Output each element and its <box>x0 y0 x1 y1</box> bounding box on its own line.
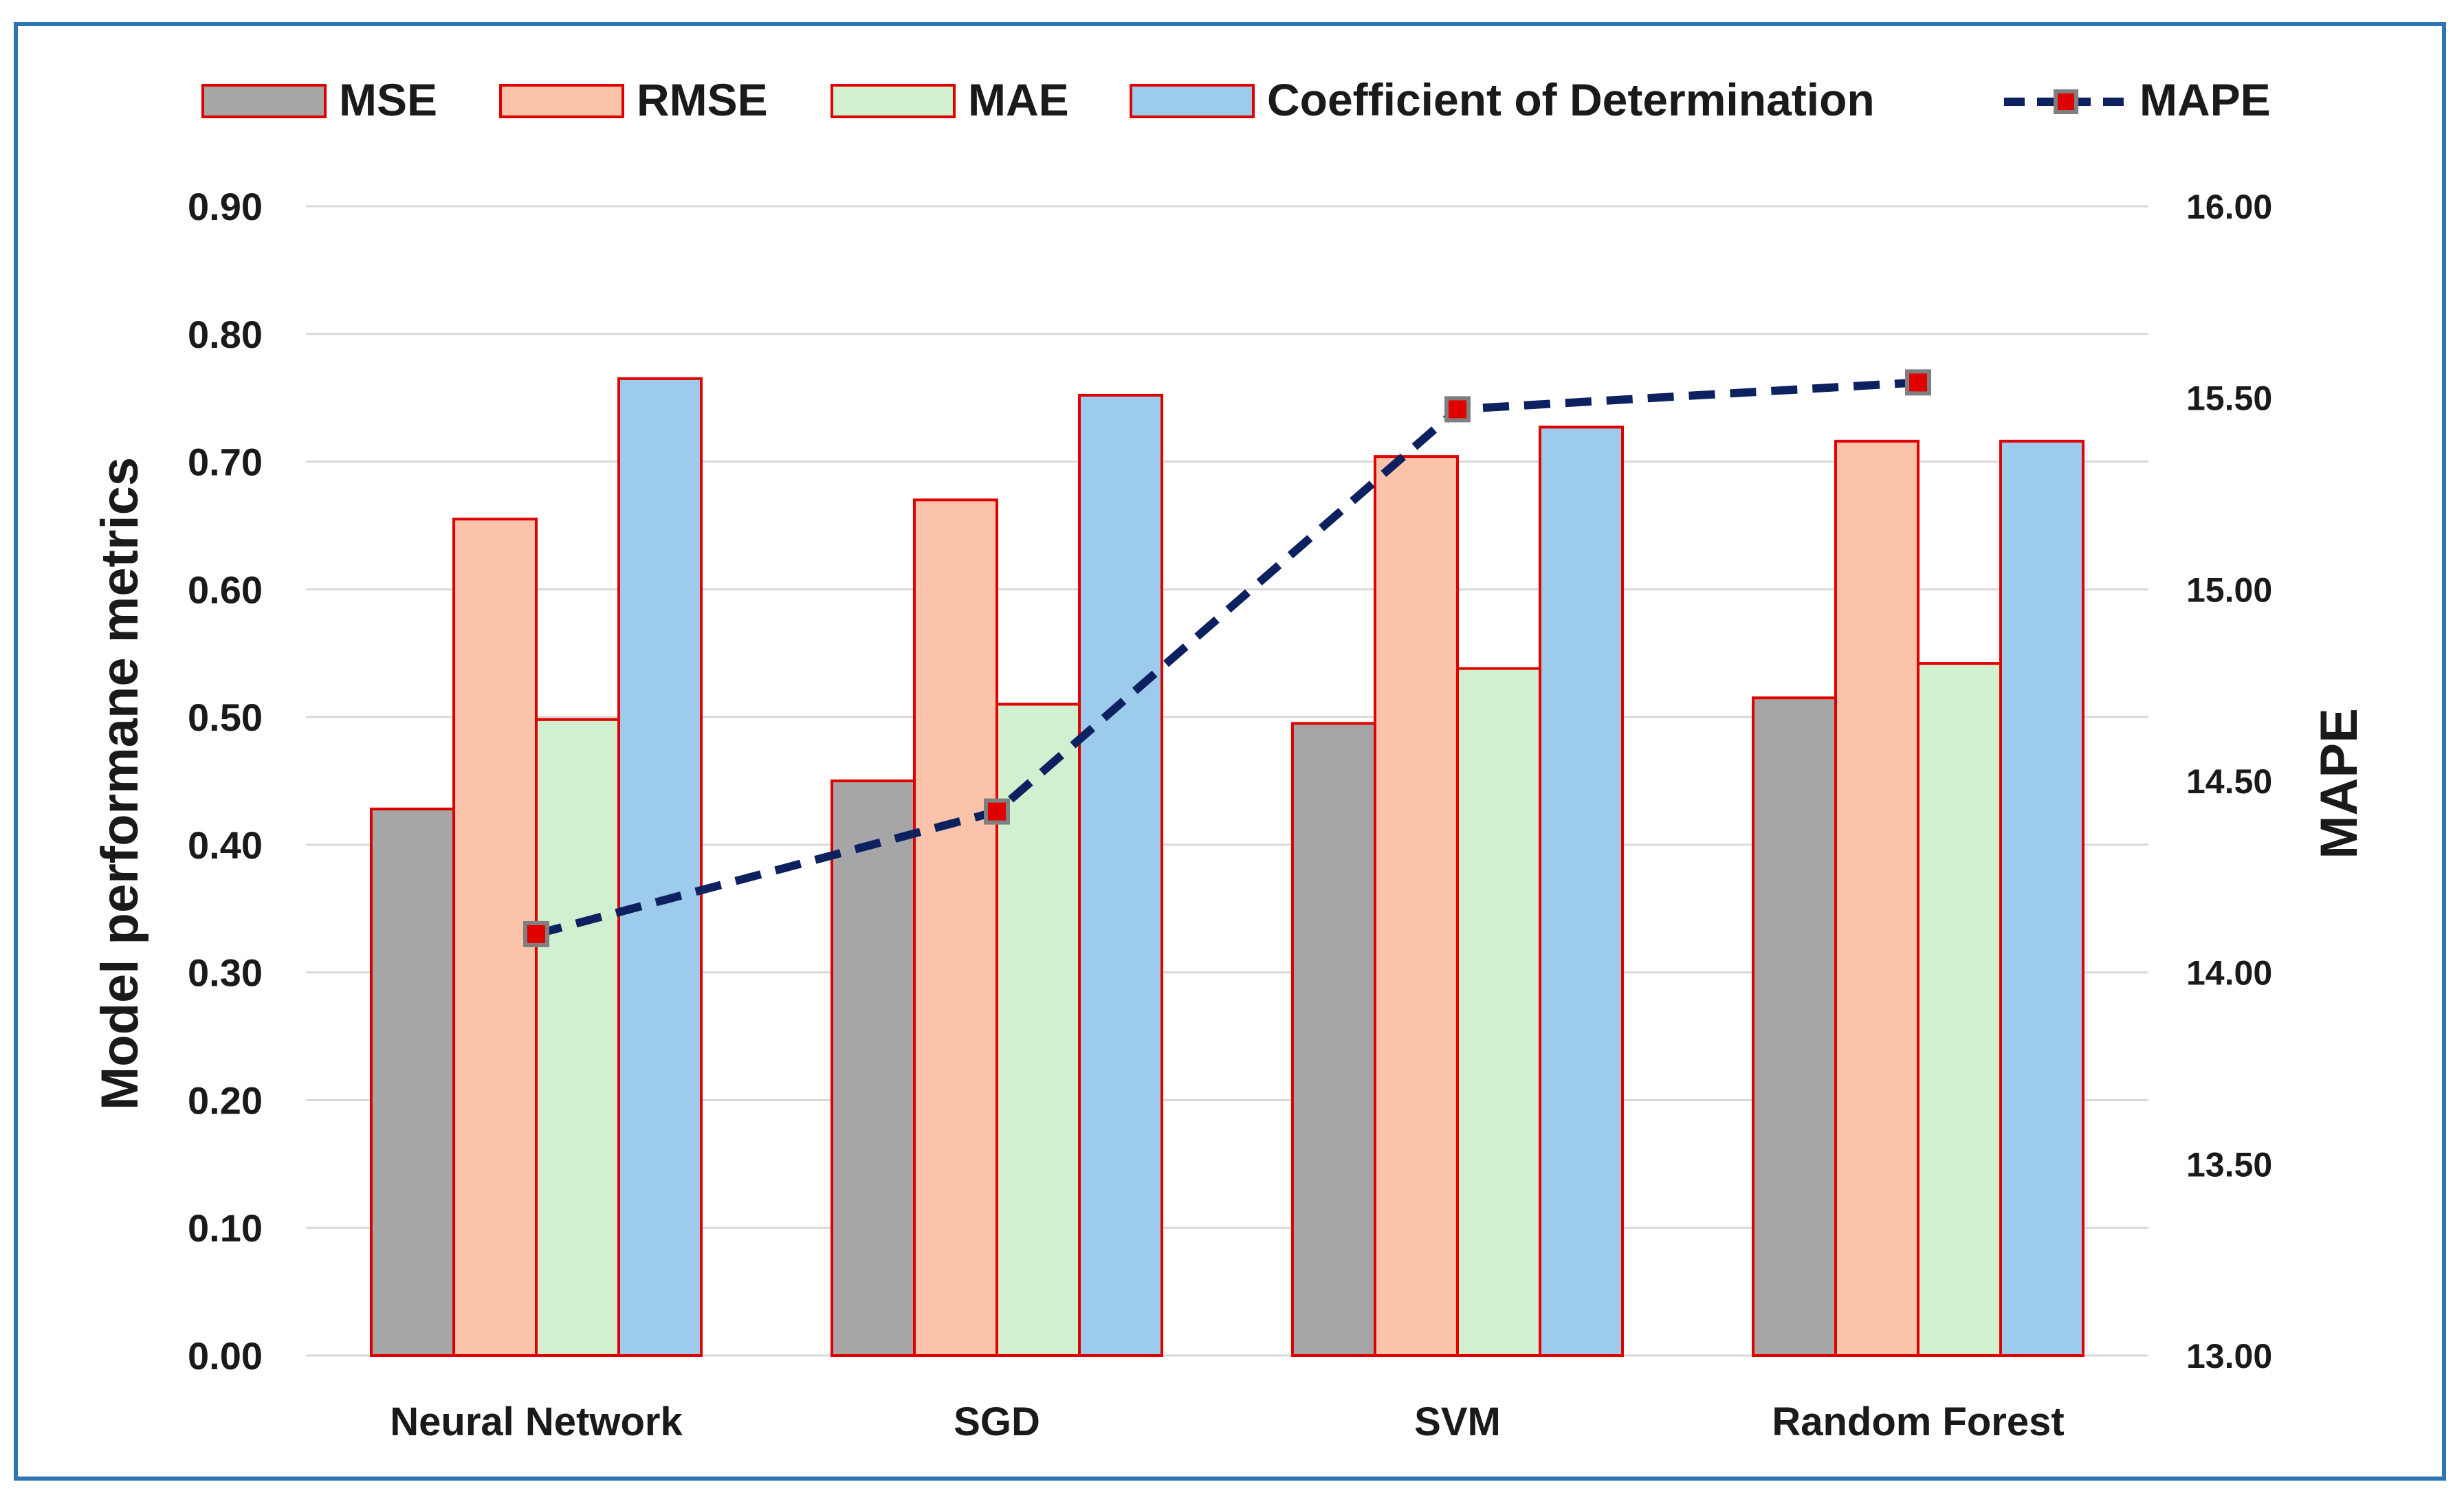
mape-line-path <box>535 378 1919 938</box>
y2-tick-label: 15.00 <box>2186 571 2272 609</box>
y-tick-label: 0.20 <box>188 1079 263 1122</box>
x-tick-label: Random Forest <box>1772 1400 2064 1444</box>
y-tick-label: 0.50 <box>188 696 263 739</box>
mape-marker <box>523 920 549 947</box>
bar-mse <box>1752 696 1837 1357</box>
y-tick-label: 0.10 <box>188 1206 263 1250</box>
bar-rmse <box>1834 439 1920 1358</box>
chart-frame <box>14 22 2446 1481</box>
x-tick-label: Neural Network <box>390 1400 683 1444</box>
mape-line <box>523 369 1931 947</box>
bar-mae <box>1917 662 2002 1357</box>
bar-coefficient-of-determination <box>1078 393 1163 1357</box>
legend-label: MSE <box>339 74 437 125</box>
y-tick-label: 0.60 <box>188 568 263 611</box>
y2-tick-label: 14.50 <box>2186 762 2272 801</box>
bar-mse <box>1291 722 1376 1357</box>
mape-marker <box>1905 369 1931 396</box>
legend-swatch <box>201 84 327 118</box>
legend-marker <box>2054 89 2078 114</box>
y-axis-title: Model performane metrics <box>91 457 149 1110</box>
y-tick-label: 0.80 <box>188 313 263 356</box>
bar-mae <box>996 703 1081 1357</box>
mape-marker <box>1444 396 1471 423</box>
mape-marker <box>984 798 1010 825</box>
bar-rmse <box>1374 455 1459 1358</box>
legend: MSE RMSE MAE Coefficient of Determination MA… <box>201 74 2271 125</box>
bar-mae <box>1456 667 1541 1357</box>
legend-label: Coefficient of Determination <box>1267 74 1875 125</box>
y2-tick-label: 13.00 <box>2186 1337 2272 1375</box>
bar-mse <box>830 779 916 1357</box>
bar-mae <box>535 718 620 1357</box>
x-tick-label: SGD <box>954 1400 1040 1444</box>
legend-swatch <box>499 84 624 118</box>
bar-coefficient-of-determination <box>617 377 703 1357</box>
y-tick-label: 0.00 <box>188 1334 263 1378</box>
legend-label: RMSE <box>637 74 768 125</box>
legend-label: MAE <box>968 74 1069 125</box>
legend-label: MAPE <box>2140 74 2271 125</box>
legend-swatch <box>1130 84 1255 118</box>
y2-tick-label: 13.50 <box>2186 1145 2272 1184</box>
y-tick-label: 0.70 <box>188 441 263 484</box>
bar-rmse <box>913 498 998 1357</box>
axes: 0.00 0.10 0.20 0.30 0.40 0.50 0.60 0.70 0.80 0.90… <box>188 185 2272 1444</box>
y2-tick-label: 16.00 <box>2186 188 2272 226</box>
y2-axis-title: MAPE <box>2310 708 2368 859</box>
y2-tick-label: 15.50 <box>2186 379 2272 418</box>
y-tick-label: 0.40 <box>188 823 263 867</box>
y-tick-label: 0.30 <box>188 951 263 995</box>
x-tick-label: SVM <box>1414 1400 1501 1444</box>
legend-swatch <box>830 84 956 118</box>
bar-rmse <box>452 518 538 1358</box>
bar-coefficient-of-determination <box>1539 425 1624 1358</box>
y2-tick-label: 14.00 <box>2186 954 2272 993</box>
bar-coefficient-of-determination <box>1999 439 2084 1358</box>
bar-mse <box>370 807 455 1357</box>
y-tick-label: 0.90 <box>188 185 263 228</box>
bars <box>370 377 2084 1358</box>
